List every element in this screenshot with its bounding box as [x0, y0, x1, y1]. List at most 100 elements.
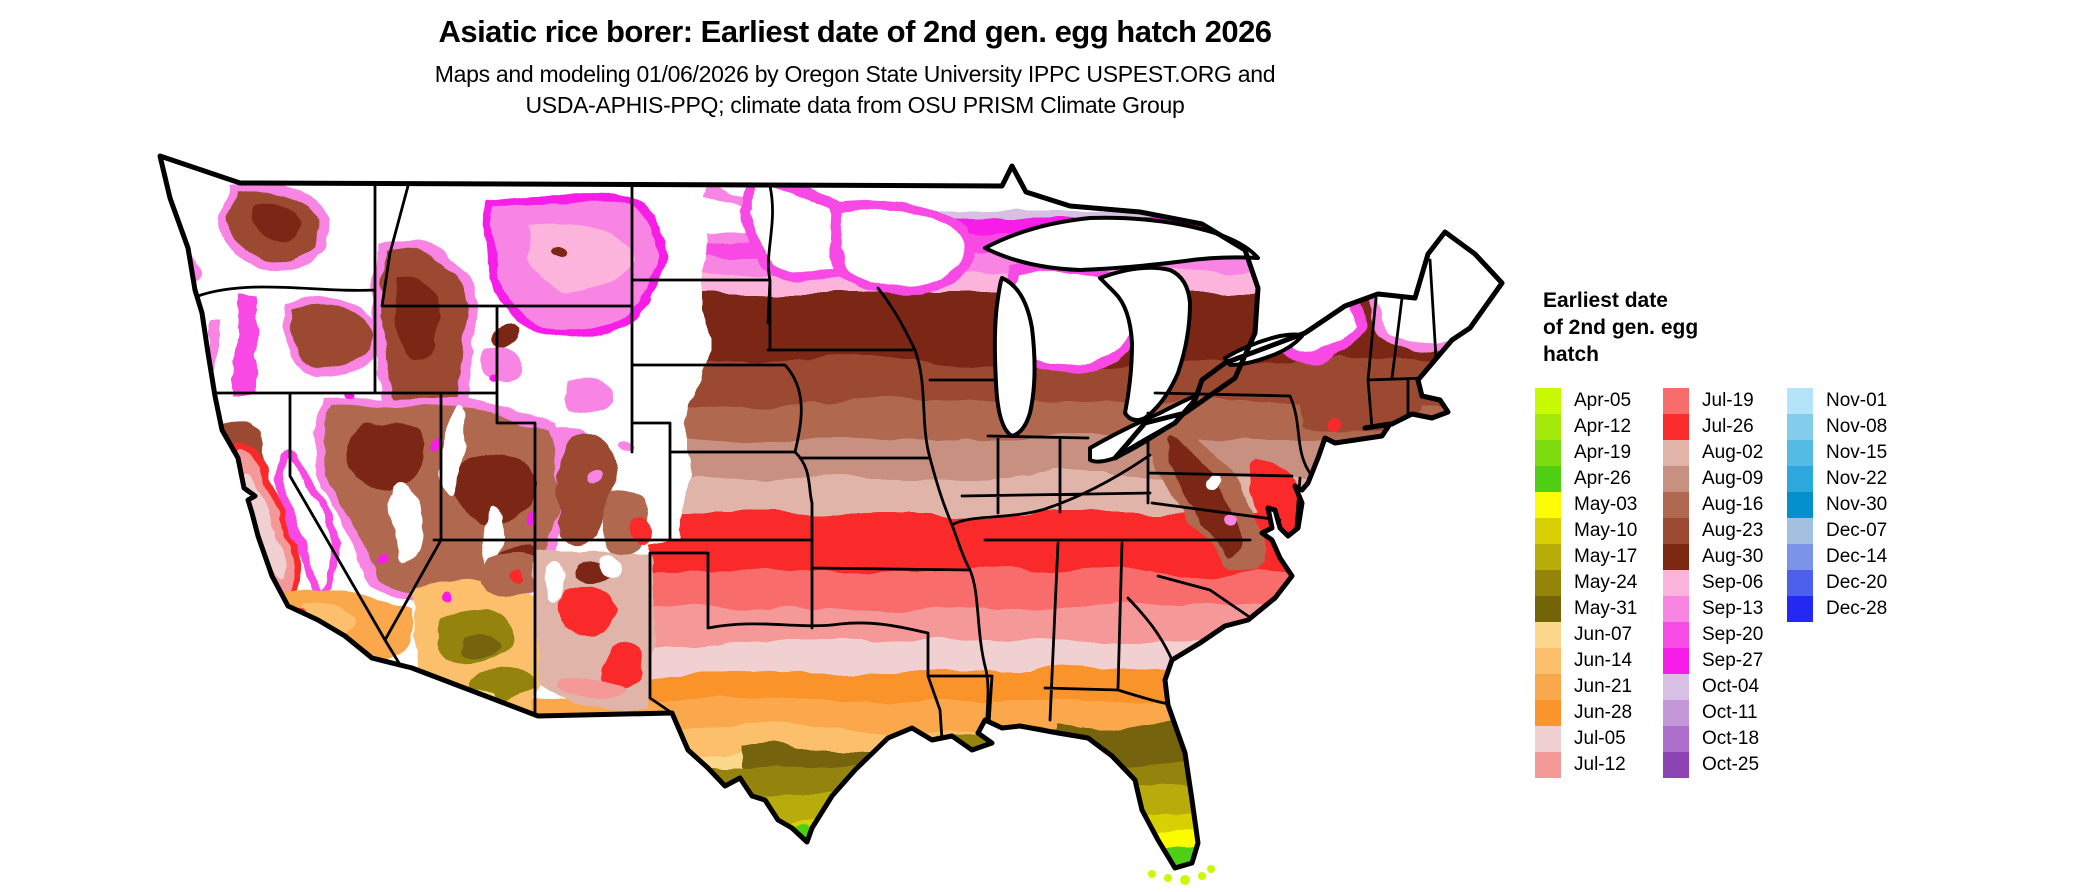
legend-color-swatch: [1663, 752, 1689, 778]
legend-color-swatch: [1663, 726, 1689, 752]
legend-item-label: Sep-13: [1702, 598, 1764, 619]
legend-color-swatch: [1663, 492, 1689, 518]
legend-item: Sep-13: [1663, 596, 1787, 622]
subtitle-line-2: USDA-APHIS-PPQ; climate data from OSU PR…: [525, 92, 1185, 118]
legend-title-line: of 2nd gen. egg: [1543, 316, 1699, 339]
legend-item: Aug-02: [1663, 440, 1787, 466]
legend-color-swatch: [1787, 570, 1813, 596]
florida-keys: [1148, 865, 1215, 885]
legend-color-swatch: [1663, 674, 1689, 700]
legend-item-label: Aug-23: [1702, 520, 1764, 541]
legend-item: Dec-14: [1787, 544, 1917, 570]
legend-item-label: Dec-28: [1826, 598, 1888, 619]
legend-item: Apr-05: [1535, 388, 1663, 414]
legend-item-label: May-24: [1574, 572, 1638, 593]
legend-color-swatch: [1787, 466, 1813, 492]
page-title: Asiatic rice borer: Earliest date of 2nd…: [438, 14, 1272, 49]
legend-color-swatch: [1787, 492, 1813, 518]
legend-color-swatch: [1663, 622, 1689, 648]
legend-item: May-24: [1535, 570, 1663, 596]
legend-item: Sep-27: [1663, 648, 1787, 674]
legend-color-swatch: [1535, 570, 1561, 596]
legend-color-swatch: [1663, 466, 1689, 492]
legend-item: Jun-28: [1535, 700, 1663, 726]
legend-item: Sep-06: [1663, 570, 1787, 596]
legend-color-swatch: [1535, 492, 1561, 518]
legend-item: Aug-23: [1663, 518, 1787, 544]
legend-color-swatch: [1535, 700, 1561, 726]
legend-item: Aug-16: [1663, 492, 1787, 518]
great-lakes: [983, 215, 1304, 464]
legend-color-swatch: [1535, 388, 1561, 414]
legend-item: May-10: [1535, 518, 1663, 544]
legend-item-label: Nov-22: [1826, 468, 1888, 489]
legend-color-swatch: [1663, 544, 1689, 570]
legend-color-swatch: [1787, 544, 1813, 570]
legend-item: Apr-12: [1535, 414, 1663, 440]
legend-color-swatch: [1663, 414, 1689, 440]
legend-item: Nov-22: [1787, 466, 1917, 492]
legend-item-label: Sep-20: [1702, 624, 1764, 645]
legend-item: Jul-19: [1663, 388, 1787, 414]
legend-item-label: Oct-18: [1702, 728, 1760, 749]
legend-color-swatch: [1663, 518, 1689, 544]
legend-item-label: Jun-28: [1574, 702, 1633, 723]
legend-color-swatch: [1787, 518, 1813, 544]
legend-item: Apr-19: [1535, 440, 1663, 466]
legend-item-label: Apr-05: [1574, 390, 1632, 411]
legend-item-label: Apr-19: [1574, 442, 1632, 463]
legend-item: Oct-25: [1663, 752, 1787, 778]
legend-color-swatch: [1535, 466, 1561, 492]
legend-item: May-03: [1535, 492, 1663, 518]
legend-color-swatch: [1787, 388, 1813, 414]
legend-item: Nov-01: [1787, 388, 1917, 414]
legend-item: Jun-14: [1535, 648, 1663, 674]
legend-color-swatch: [1663, 388, 1689, 414]
legend-item-label: Oct-04: [1702, 676, 1760, 697]
legend-item-label: Aug-30: [1702, 546, 1764, 567]
legend-item-label: May-10: [1574, 520, 1638, 541]
legend-item-label: Jun-14: [1574, 650, 1633, 671]
legend-color-swatch: [1663, 440, 1689, 466]
legend-item-label: Dec-20: [1826, 572, 1888, 593]
legend-item: Apr-26: [1535, 466, 1663, 492]
legend-item-label: Aug-16: [1702, 494, 1764, 515]
legend-color-swatch: [1663, 700, 1689, 726]
legend-item-label: Dec-14: [1826, 546, 1888, 567]
legend-color-swatch: [1535, 596, 1561, 622]
legend-color-swatch: [1535, 440, 1561, 466]
legend-item: Nov-15: [1787, 440, 1917, 466]
legend-color-swatch: [1535, 622, 1561, 648]
legend-item: Jun-07: [1535, 622, 1663, 648]
legend-item: Nov-30: [1787, 492, 1917, 518]
legend-color-swatch: [1787, 596, 1813, 622]
lake-huron: [1098, 265, 1192, 423]
legend-item-label: Sep-06: [1702, 572, 1764, 593]
legend-item: Dec-28: [1787, 596, 1917, 622]
legend-color-swatch: [1535, 648, 1561, 674]
legend-item: Nov-08: [1787, 414, 1917, 440]
legend-item: May-31: [1535, 596, 1663, 622]
state-borders: [196, 184, 1438, 750]
legend-item-label: Oct-11: [1702, 702, 1758, 723]
legend-color-swatch: [1535, 518, 1561, 544]
legend-item: May-17: [1535, 544, 1663, 570]
legend-item: Dec-07: [1787, 518, 1917, 544]
legend-item-label: Oct-25: [1702, 754, 1760, 775]
legend-item-label: May-31: [1574, 598, 1638, 619]
legend-color-swatch: [1535, 726, 1561, 752]
legend-item-label: May-17: [1574, 546, 1638, 567]
legend-item: Jun-21: [1535, 674, 1663, 700]
legend-item-label: Dec-07: [1826, 520, 1888, 541]
subtitle-line-1: Maps and modeling 01/06/2026 by Oregon S…: [434, 61, 1276, 87]
legend-title: Earliest date of 2nd gen. egg hatch: [1543, 287, 1698, 368]
legend-item: Jul-12: [1535, 752, 1663, 778]
legend-item-label: Jul-12: [1574, 754, 1626, 775]
legend-item-label: Nov-15: [1826, 442, 1888, 463]
legend-color-swatch: [1663, 570, 1689, 596]
legend-color-swatch: [1535, 544, 1561, 570]
legend-title-line: Earliest date: [1543, 289, 1668, 312]
legend-color-swatch: [1535, 674, 1561, 700]
legend-item-label: Nov-01: [1826, 390, 1888, 411]
